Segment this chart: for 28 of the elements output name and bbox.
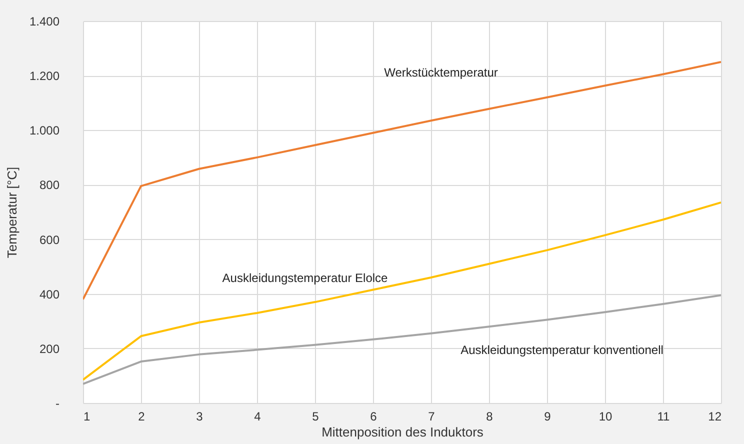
series-label: Auskleidungstemperatur konventionell xyxy=(460,342,664,357)
x-tick-label: 11 xyxy=(657,410,670,424)
y-tick-label: 800 xyxy=(39,178,60,192)
y-tick-label: - xyxy=(56,396,60,410)
y-tick-label: 1.000 xyxy=(29,124,60,138)
line-series xyxy=(83,294,721,385)
x-tick-label: 7 xyxy=(428,410,436,424)
x-tick-label: 2 xyxy=(138,410,146,424)
x-tick-label: 3 xyxy=(196,410,204,424)
y-tick-label: 400 xyxy=(39,287,60,302)
text: Werkstücktemperatur xyxy=(384,66,498,80)
x-tick-label: 10 xyxy=(598,410,612,424)
x-tick-label: 8 xyxy=(486,410,494,424)
x-tick-label: 12 xyxy=(708,410,722,424)
y-tick-label: 1.200 xyxy=(29,69,60,84)
x-tick-label: 5 xyxy=(312,410,320,424)
series-label: Auskleidungstemperatur Elolce xyxy=(222,271,388,286)
y-tick-label: 1.400 xyxy=(29,14,60,28)
y-tick-label: 600 xyxy=(39,232,60,247)
y-axis-title: Temperatur [°C] xyxy=(4,166,20,258)
y-tick-label: 200 xyxy=(39,342,60,356)
x-tick-label: 4 xyxy=(254,410,262,424)
x-tick-label: 9 xyxy=(544,410,552,424)
x-tick-label: 1 xyxy=(84,410,90,424)
x-tick-label: 6 xyxy=(370,410,378,424)
line-series xyxy=(83,201,721,381)
x-axis-title: Mittenposition des Induktors xyxy=(322,424,484,440)
line-series xyxy=(83,60,721,300)
